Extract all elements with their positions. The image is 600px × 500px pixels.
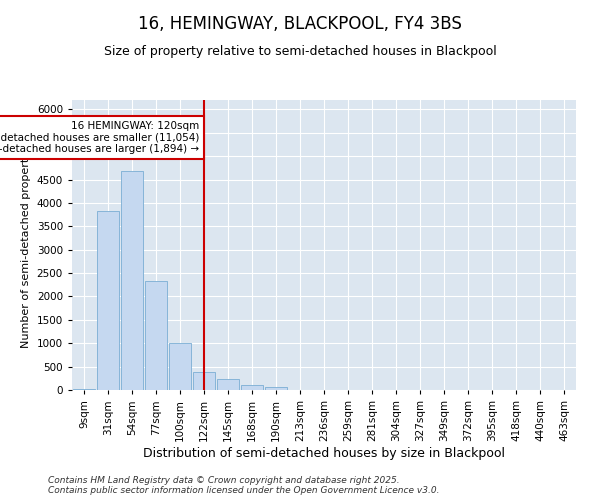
Text: 16, HEMINGWAY, BLACKPOOL, FY4 3BS: 16, HEMINGWAY, BLACKPOOL, FY4 3BS <box>138 15 462 33</box>
Text: Size of property relative to semi-detached houses in Blackpool: Size of property relative to semi-detach… <box>104 45 496 58</box>
Bar <box>145 282 167 390</box>
Text: 16 HEMINGWAY: 120sqm
← 85% of semi-detached houses are smaller (11,054)
15% of s: 16 HEMINGWAY: 120sqm ← 85% of semi-detac… <box>0 121 199 154</box>
Text: Contains HM Land Registry data © Crown copyright and database right 2025.
Contai: Contains HM Land Registry data © Crown c… <box>48 476 439 495</box>
X-axis label: Distribution of semi-detached houses by size in Blackpool: Distribution of semi-detached houses by … <box>143 446 505 460</box>
Bar <box>97 212 119 390</box>
Bar <box>169 343 191 390</box>
Bar <box>121 171 143 390</box>
Bar <box>241 385 263 390</box>
Bar <box>193 372 215 390</box>
Y-axis label: Number of semi-detached properties: Number of semi-detached properties <box>21 142 31 348</box>
Bar <box>265 387 287 390</box>
Bar <box>73 388 95 390</box>
Bar <box>217 379 239 390</box>
